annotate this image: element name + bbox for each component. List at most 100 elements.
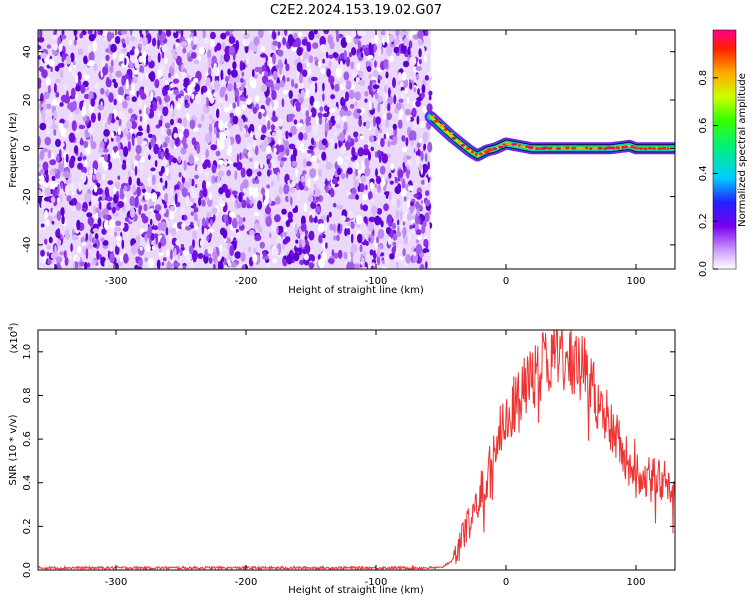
noise-speck [347, 252, 352, 263]
noise-speck [423, 238, 429, 248]
noise-speck [117, 201, 124, 208]
spectrogram-y-ticks: -40 -20 0 20 40 [22, 45, 675, 253]
noise-speck [380, 177, 386, 187]
noise-speck [130, 36, 136, 42]
noise-speck [176, 123, 182, 129]
noise-speck [226, 169, 231, 177]
noise-speck [183, 160, 187, 171]
noise-speck [385, 191, 389, 200]
noise-speck [196, 165, 203, 173]
noise-speck [350, 243, 358, 254]
ridge-peak [478, 152, 483, 156]
noise-speck [241, 199, 247, 209]
noise-speck [111, 137, 114, 142]
noise-speck [340, 215, 346, 222]
noise-speck [45, 219, 50, 227]
noise-speck [130, 55, 138, 64]
ridge-peak [492, 147, 498, 151]
ridge-peak [439, 124, 445, 127]
noise-speck [330, 94, 336, 100]
noise-speck [150, 90, 153, 102]
noise-speck [39, 150, 45, 160]
noise-speck [375, 116, 382, 125]
noise-speck [372, 84, 380, 90]
noise-speck [162, 106, 169, 117]
noise-speck [270, 180, 275, 187]
noise-speck [348, 210, 355, 220]
noise-speck [76, 219, 81, 231]
noise-speck [223, 214, 228, 223]
noise-speck [308, 75, 313, 84]
noise-speck [328, 211, 332, 218]
noise-speck [420, 179, 426, 185]
y-tick-label: 0.6 [22, 431, 33, 447]
noise-speck [164, 122, 171, 129]
noise-speck [102, 148, 109, 153]
noise-speck [415, 73, 420, 81]
noise-speck [368, 135, 375, 143]
noise-speck [210, 38, 215, 48]
noise-speck [378, 75, 383, 80]
noise-speck [294, 83, 298, 89]
noise-speck [175, 55, 182, 66]
noise-speck [415, 243, 423, 255]
noise-speck [183, 77, 190, 85]
noise-speck [42, 161, 49, 171]
noise-speck [332, 252, 339, 259]
noise-speck [274, 196, 281, 205]
noise-speck [243, 149, 247, 154]
noise-speck [136, 186, 142, 197]
noise-speck [232, 102, 236, 109]
noise-speck [147, 258, 155, 268]
noise-speck [223, 247, 226, 253]
noise-speck [97, 217, 102, 227]
noise-speck [410, 206, 414, 214]
noise-speck [58, 162, 64, 173]
noise-speck [381, 266, 388, 269]
noise-speck [92, 228, 99, 233]
noise-speck [197, 123, 202, 129]
noise-speck [310, 202, 317, 209]
noise-speck [288, 90, 293, 99]
noise-speck [169, 249, 173, 261]
noise-speck [357, 233, 363, 244]
noise-speck [293, 119, 298, 125]
noise-speck [265, 55, 268, 63]
noise-speck [212, 91, 218, 97]
noise-speck [189, 245, 194, 255]
noise-speck [181, 187, 188, 198]
noise-speck [44, 187, 51, 197]
snr-x-label: Height of straight line (km) [288, 585, 424, 596]
noise-speck [190, 40, 194, 48]
noise-speck [363, 47, 370, 57]
noise-speck [46, 251, 50, 257]
noise-speck [118, 111, 125, 120]
noise-speck [177, 118, 182, 124]
noise-speck [56, 154, 60, 163]
noise-speck [345, 56, 351, 67]
noise-speck [92, 160, 99, 171]
noise-speck [235, 199, 239, 205]
noise-speck [331, 177, 338, 185]
noise-speck [70, 243, 73, 252]
noise-speck [293, 32, 299, 40]
noise-speck [64, 184, 70, 196]
noise-speck [248, 266, 255, 269]
noise-speck [405, 254, 412, 264]
noise-speck [247, 151, 253, 159]
noise-speck [198, 197, 202, 207]
noise-speck [118, 95, 122, 103]
noise-speck [160, 165, 165, 174]
noise-speck [260, 53, 267, 58]
noise-speck [378, 154, 382, 163]
noise-speck [317, 60, 322, 68]
noise-speck [267, 120, 271, 130]
noise-speck [110, 43, 117, 53]
noise-speck [353, 171, 356, 182]
noise-speck [299, 73, 303, 84]
noise-speck [305, 116, 311, 127]
noise-speck [410, 215, 416, 220]
ridge-peak [575, 147, 581, 151]
noise-speck [318, 169, 322, 177]
noise-speck [114, 145, 118, 152]
